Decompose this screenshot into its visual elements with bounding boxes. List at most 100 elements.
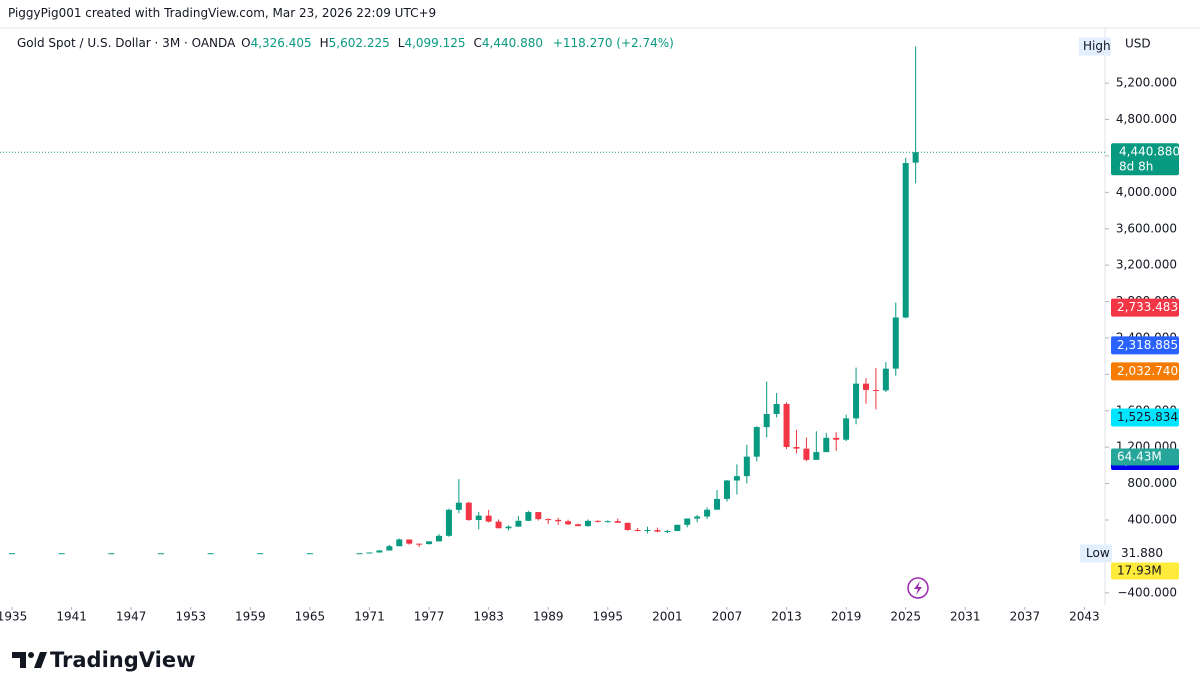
last-price-badge <box>1111 143 1179 176</box>
ohlc-key: C <box>473 36 482 50</box>
ohlc-value: 4,440.880 <box>481 36 543 50</box>
price-line-label: 2,032.740 <box>1117 364 1178 378</box>
symbol-legend: Gold Spot / U.S. Dollar · 3M · OANDA O4,… <box>17 36 680 50</box>
candle-body <box>684 518 691 525</box>
candle-body <box>366 552 373 554</box>
y-tick-label: 5,200.000 <box>1116 76 1177 90</box>
x-tick-label: 2031 <box>950 610 981 624</box>
candle-body <box>723 480 730 499</box>
candle-body <box>9 553 16 555</box>
ohlc-key: L <box>397 36 405 50</box>
low-label: Low <box>1086 546 1110 560</box>
ohlc: O4,326.405 H5,602.225 L4,099.125 C4,440.880 <box>239 36 549 50</box>
candle-body <box>545 519 552 521</box>
candle-body <box>436 535 443 542</box>
event-bolt <box>914 581 922 595</box>
x-tick-label: 2019 <box>831 610 862 624</box>
candle-body <box>862 383 869 390</box>
candle-body <box>396 539 403 547</box>
candle-body <box>853 383 860 419</box>
indicator-label-bg <box>1111 562 1179 580</box>
candle-body <box>465 502 472 520</box>
change: +118.270 (+2.74%) <box>552 36 674 50</box>
x-tick-label: 1953 <box>175 610 206 624</box>
chart: −400.000400.000800.0001,200.0001,600.000… <box>0 27 1200 624</box>
x-tick-label: 1977 <box>414 610 445 624</box>
candle-body <box>555 519 562 522</box>
brand-name: TradingView <box>50 648 196 672</box>
x-tick-label: 1959 <box>235 610 266 624</box>
candle-body <box>783 403 790 448</box>
x-tick-label: 2007 <box>712 610 743 624</box>
candle-body <box>445 509 452 536</box>
candle-body <box>654 530 661 532</box>
candle-body <box>872 389 879 391</box>
credit: PiggyPig001 created with TradingView.com… <box>8 6 437 20</box>
price-line-badge <box>1111 336 1179 355</box>
countdown: 8d 8h <box>1119 160 1153 174</box>
candle-body <box>793 447 800 449</box>
candle-body <box>416 543 423 545</box>
candle-body <box>406 539 413 544</box>
x-tick-label: 1935 <box>0 610 27 624</box>
candle-body <box>823 437 830 453</box>
candle-body <box>386 546 393 551</box>
candle-body <box>773 403 780 414</box>
x-tick-label: 1941 <box>56 610 87 624</box>
brand-logo <box>12 652 47 668</box>
candle-body <box>58 553 65 555</box>
candle-body <box>733 476 740 481</box>
x-tick-label: 2025 <box>890 610 921 624</box>
ohlc-key: O <box>241 36 251 50</box>
high-label: High <box>1083 39 1111 53</box>
ohlc-key: H <box>319 36 329 50</box>
ohlc-value: 5,602.225 <box>328 36 390 50</box>
brand: TradingView <box>12 648 195 672</box>
x-tick-label: 1947 <box>116 610 147 624</box>
currency: USD <box>1125 37 1151 51</box>
y-tick-label: −400.000 <box>1117 585 1177 599</box>
price-line-badge <box>1111 362 1179 381</box>
last-price-label: 4,440.880 <box>1119 145 1180 159</box>
indicator-label: 64.43M <box>1117 450 1162 464</box>
candle-body <box>108 553 115 555</box>
candle-body <box>743 456 750 477</box>
candle-body <box>714 498 721 510</box>
candle-body <box>674 524 681 532</box>
candle-body <box>634 530 641 532</box>
x-tick-label: 2001 <box>652 610 683 624</box>
candle-body <box>694 516 701 519</box>
candle-body <box>664 531 671 533</box>
candle-body <box>604 521 611 523</box>
indicator-label-bg <box>1111 448 1179 466</box>
high-badge <box>1079 37 1111 56</box>
low-badge <box>1080 544 1112 563</box>
x-tick-label: 2013 <box>771 610 802 624</box>
y-tick-label: 3,600.000 <box>1116 221 1177 235</box>
low-value: 31.880 <box>1121 546 1163 560</box>
candle-body <box>594 520 601 522</box>
candle-body <box>455 502 462 510</box>
x-tick-label: 1989 <box>533 610 564 624</box>
candle-body <box>376 550 383 553</box>
x-tick-label: 1965 <box>295 610 326 624</box>
candle-body <box>813 452 820 460</box>
candle-body <box>892 317 899 369</box>
x-tick-label: 2037 <box>1010 610 1041 624</box>
candle-body <box>624 522 631 531</box>
candle-body <box>525 512 532 521</box>
price-line-badge <box>1111 298 1179 317</box>
candle-body <box>912 152 919 163</box>
candle-body <box>306 553 313 555</box>
candle-body <box>704 509 711 517</box>
candle-body <box>207 553 214 555</box>
candle-body <box>475 515 482 520</box>
candle-body <box>584 520 591 527</box>
price-line-label: 2,318.885 <box>1117 338 1178 352</box>
x-tick-label: 1995 <box>593 610 624 624</box>
candle-body <box>882 368 889 391</box>
event-icon[interactable] <box>907 577 929 599</box>
y-tick-label: 4,800.000 <box>1116 112 1177 126</box>
candle-body <box>485 515 492 522</box>
ohlc-value: 4,326.405 <box>250 36 312 50</box>
